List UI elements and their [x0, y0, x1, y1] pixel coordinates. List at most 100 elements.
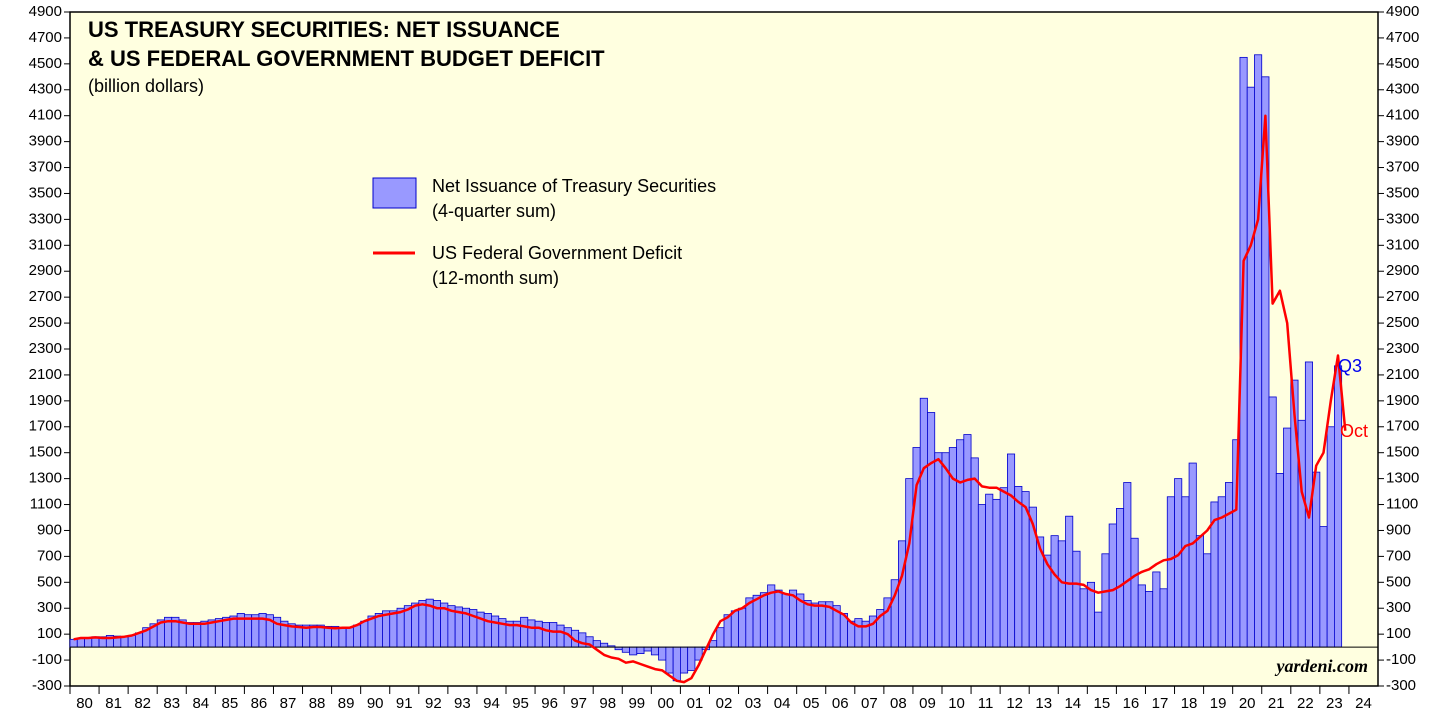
- x-tick-label: 17: [1152, 695, 1169, 712]
- x-tick-label: 05: [803, 695, 820, 712]
- marks: [69, 54, 1378, 684]
- x-tick-label: 01: [687, 695, 704, 712]
- y-tick-label: 3900: [1386, 133, 1419, 150]
- y-tick-label: 1500: [1386, 444, 1419, 461]
- bar: [665, 646, 674, 674]
- y-tick-label: 3700: [1386, 159, 1419, 176]
- bar: [1072, 550, 1081, 648]
- bar: [229, 615, 238, 648]
- chart-subtitle: (billion dollars): [88, 76, 204, 96]
- bar: [956, 439, 965, 648]
- y-tick-label: -300: [32, 677, 62, 694]
- bar: [752, 594, 761, 648]
- x-tick-label: 10: [948, 695, 965, 712]
- bar: [992, 498, 1001, 648]
- x-tick-label: 23: [1326, 695, 1343, 712]
- x-tick-label: 86: [251, 695, 268, 712]
- bar: [1334, 365, 1343, 648]
- bar: [1007, 453, 1016, 648]
- bar: [127, 635, 136, 648]
- x-tick-label: 94: [483, 695, 500, 712]
- x-tick-label: 03: [745, 695, 762, 712]
- bar: [338, 627, 347, 648]
- legend-label: (4-quarter sum): [432, 201, 556, 221]
- bar: [1014, 485, 1023, 648]
- bar: [1181, 496, 1190, 648]
- y-tick-label: 4700: [29, 29, 62, 46]
- x-tick-label: 91: [396, 695, 413, 712]
- bar: [1246, 86, 1255, 648]
- bar: [898, 540, 907, 648]
- bar: [120, 636, 129, 648]
- legend-label: (12-month sum): [432, 268, 559, 288]
- x-tick-label: 95: [512, 695, 529, 712]
- y-tick-label: 2100: [29, 366, 62, 383]
- x-tick-label: 18: [1181, 695, 1198, 712]
- bar: [1275, 473, 1284, 648]
- bar: [1319, 526, 1328, 648]
- y-tick-label: 3900: [29, 133, 62, 150]
- y-tick-label: 500: [37, 573, 62, 590]
- bar: [1326, 426, 1335, 648]
- bar: [759, 592, 768, 648]
- y-tick-label: 4900: [1386, 3, 1419, 20]
- y-tick-label: 3100: [1386, 236, 1419, 253]
- bar: [810, 602, 819, 648]
- y-tick-label: 1100: [30, 496, 62, 513]
- x-tick-label: 90: [367, 695, 384, 712]
- x-tick-label: 98: [599, 695, 616, 712]
- y-tick-label: 2900: [1386, 262, 1419, 279]
- x-tick-label: 96: [541, 695, 558, 712]
- bar: [919, 397, 928, 648]
- bar: [854, 618, 863, 648]
- x-tick-label: 80: [76, 695, 93, 712]
- x-tick-label: 19: [1210, 695, 1227, 712]
- bar: [941, 452, 950, 648]
- y-tick-label: 2500: [1386, 314, 1419, 331]
- y-tick-label: 1700: [1386, 418, 1419, 435]
- bar: [352, 624, 362, 648]
- y-tick-label: 2900: [29, 262, 62, 279]
- bar: [200, 620, 209, 648]
- bar: [418, 600, 427, 648]
- bar: [1174, 478, 1183, 648]
- x-tick-label: 06: [832, 695, 849, 712]
- y-tick-label: 100: [37, 625, 62, 642]
- bar: [629, 646, 638, 656]
- bar: [1057, 540, 1066, 648]
- y-tick-label: 1900: [1386, 392, 1419, 409]
- x-tick-label: 00: [658, 695, 675, 712]
- y-tick-label: 4700: [1386, 29, 1419, 46]
- line: [73, 114, 1347, 684]
- bar: [716, 627, 725, 648]
- y-tick-label: 3300: [29, 210, 62, 227]
- bar: [556, 624, 565, 648]
- y-tick-label: 4100: [1386, 107, 1419, 124]
- x-tick-label: 12: [1006, 695, 1023, 712]
- annotation: Oct: [1340, 421, 1368, 441]
- y-tick-label: 700: [1386, 547, 1411, 564]
- bar: [680, 646, 689, 674]
- x-tick-label: 21: [1268, 695, 1285, 712]
- bar: [1203, 553, 1212, 648]
- y-tick-label: 4100: [29, 107, 62, 124]
- x-tick-label: 15: [1094, 695, 1111, 712]
- y-tick-label: 1900: [29, 392, 62, 409]
- x-tick-label: 99: [628, 695, 645, 712]
- y-tick-label: 4300: [29, 81, 62, 98]
- y-tick-label: 1300: [29, 470, 62, 487]
- bar: [1195, 535, 1205, 648]
- bar: [1283, 427, 1292, 648]
- bar: [592, 640, 601, 648]
- y-tick-label: -100: [32, 651, 62, 668]
- chart-title: & US FEDERAL GOVERNMENT BUDGET DEFICIT: [88, 46, 605, 71]
- bar: [1050, 535, 1059, 648]
- x-tick-label: 85: [222, 695, 239, 712]
- chart-title: US TREASURY SECURITIES: NET ISSUANCE: [88, 17, 560, 42]
- y-tick-label: 300: [37, 599, 62, 616]
- x-tick-label: 08: [890, 695, 907, 712]
- bar: [1159, 588, 1168, 648]
- bar: [1094, 611, 1103, 648]
- bar: [818, 601, 827, 648]
- bar: [621, 646, 630, 653]
